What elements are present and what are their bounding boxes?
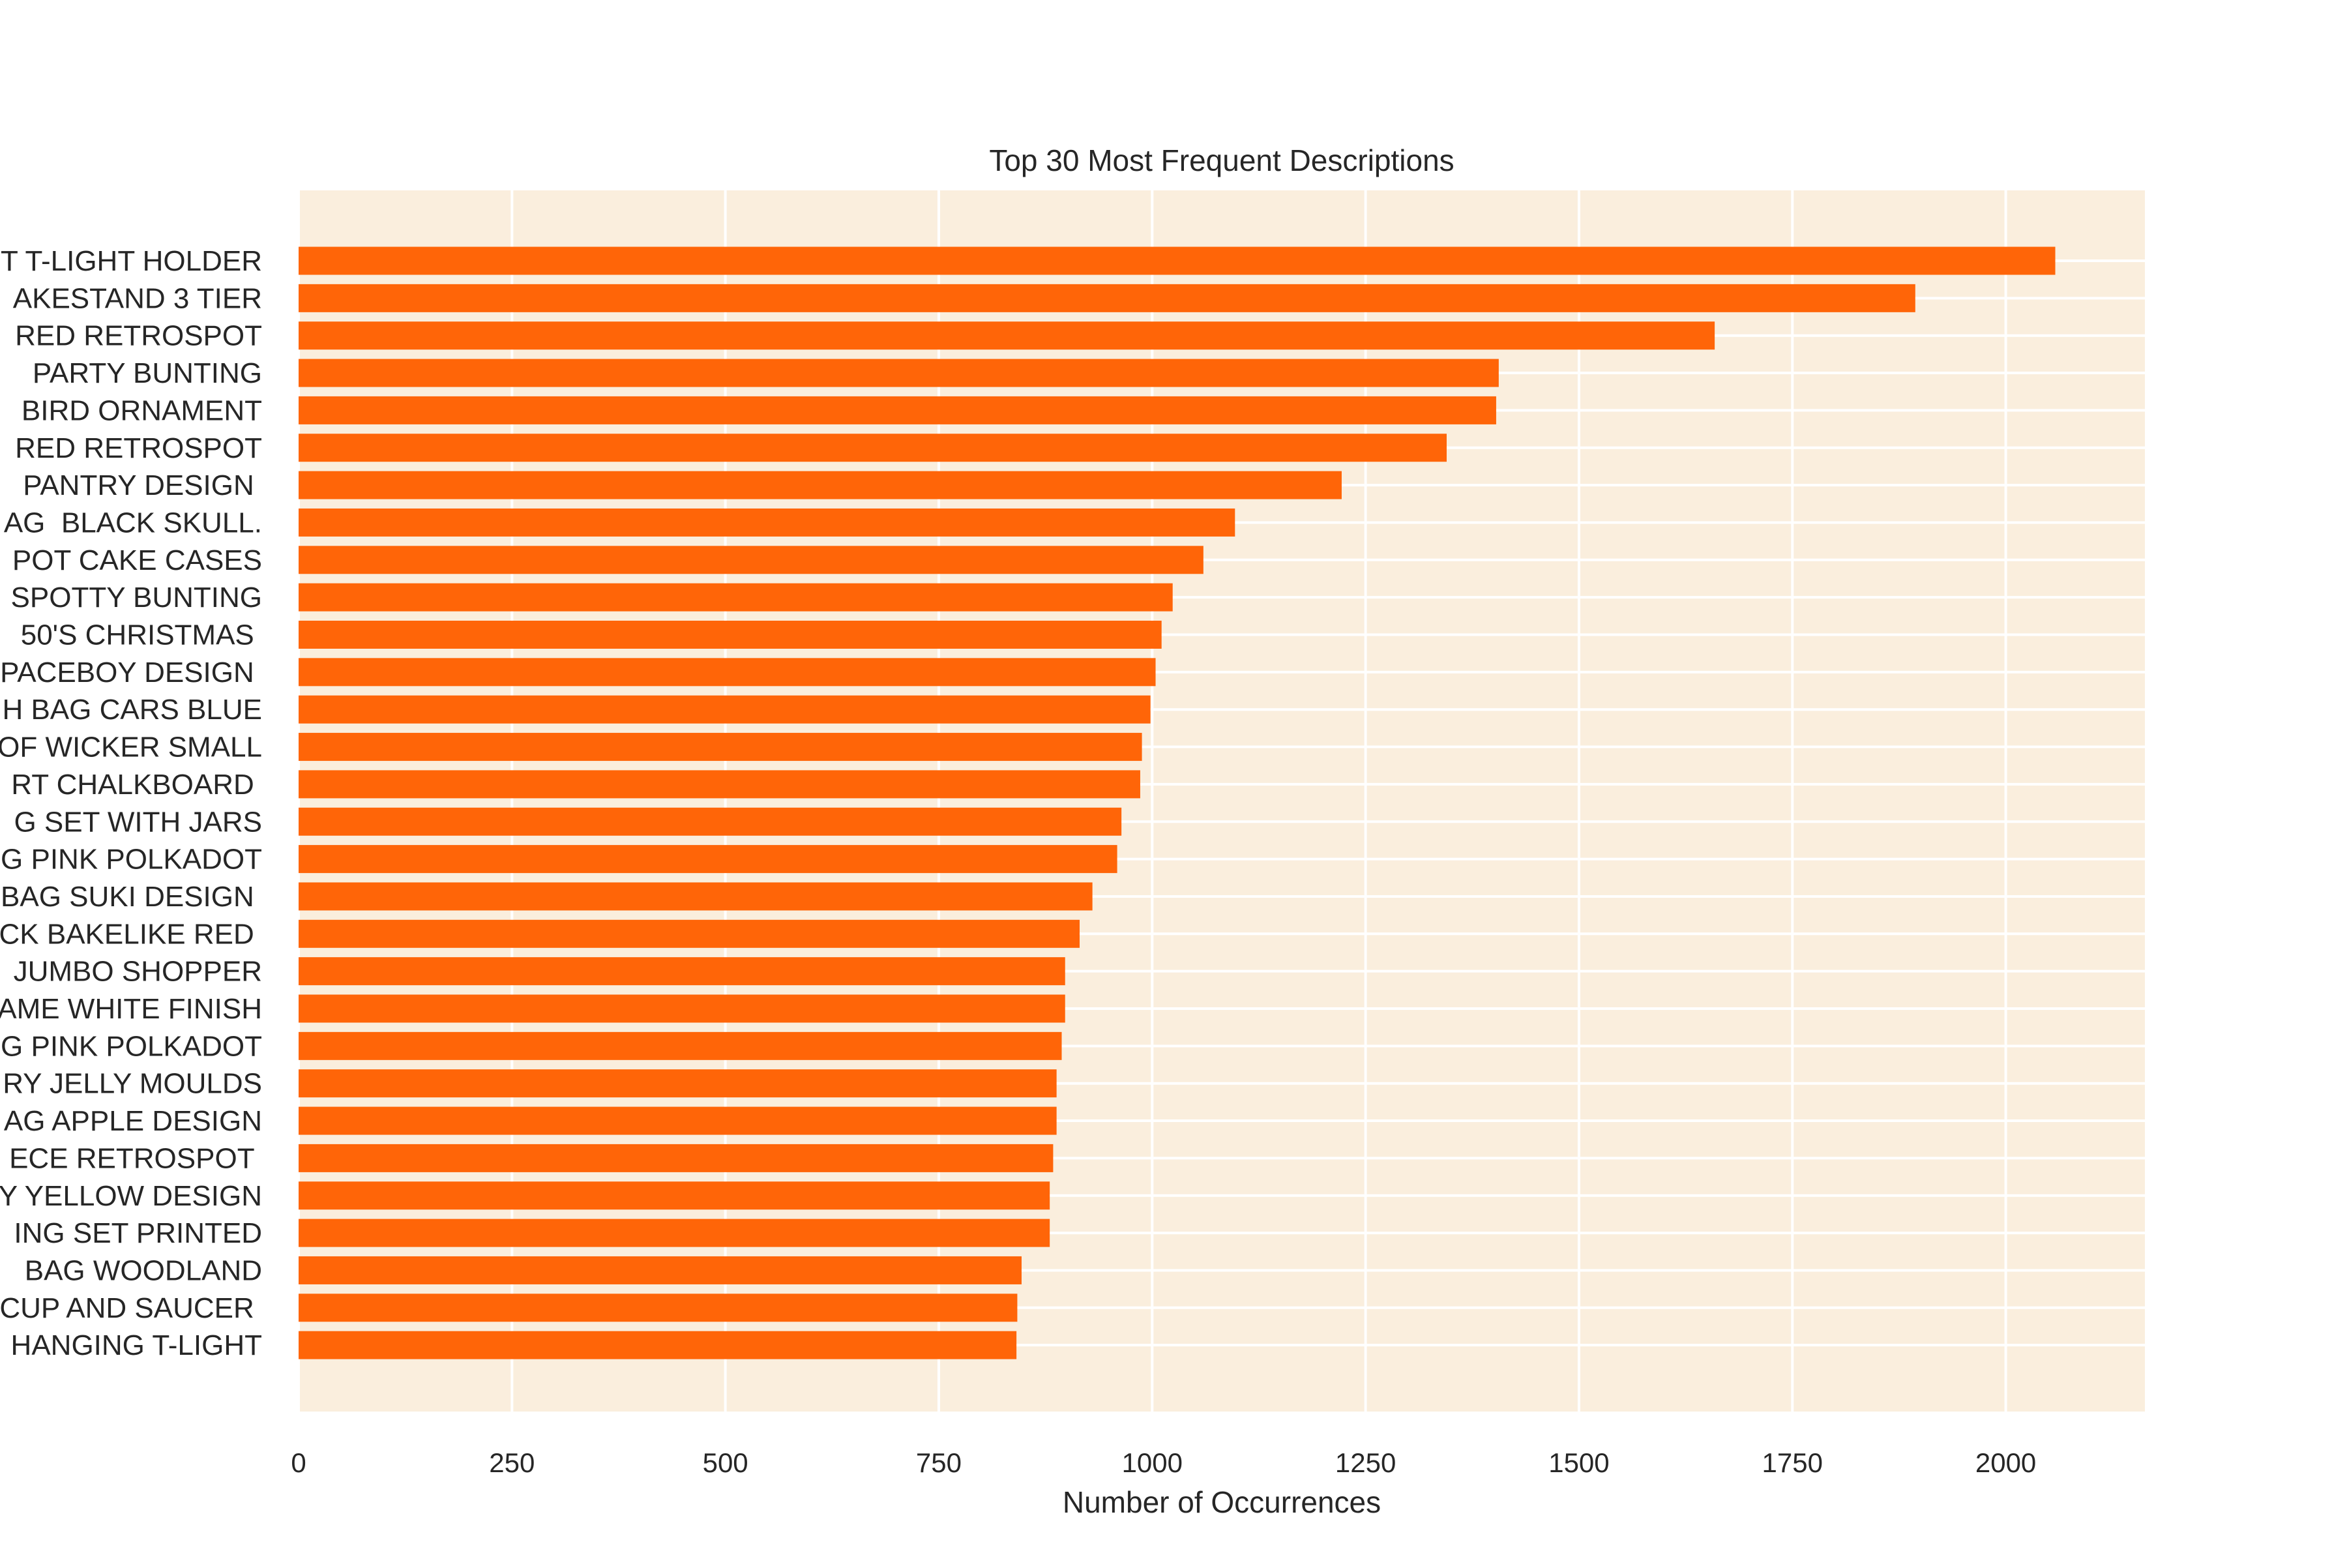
bar <box>299 359 1499 387</box>
y-tick-label: CUP AND SAUCER <box>0 1292 262 1324</box>
chart-title: Top 30 Most Frequent Descriptions <box>989 143 1454 177</box>
bar <box>299 1144 1054 1172</box>
x-tick-label: 2000 <box>1975 1447 2036 1478</box>
bar <box>299 434 1447 462</box>
bar <box>299 807 1122 836</box>
bar <box>299 1219 1050 1247</box>
bar <box>299 1181 1050 1210</box>
bar <box>299 1031 1062 1060</box>
y-tick-label: RED RETROSPOT <box>15 320 262 352</box>
x-tick-label: 750 <box>916 1447 962 1478</box>
bar <box>299 471 1342 499</box>
y-tick-label: CK BAKELIKE RED <box>0 918 262 950</box>
y-tick-label: AG APPLE DESIGN <box>4 1105 262 1137</box>
bar <box>299 882 1093 911</box>
bars <box>299 246 2056 1359</box>
y-tick-label: BAG SUKI DESIGN <box>1 881 262 913</box>
x-tick-label: 250 <box>489 1447 535 1478</box>
x-axis-label: Number of Occurrences <box>1063 1485 1381 1519</box>
bar <box>299 284 1915 312</box>
y-tick-label: BAG WOODLAND <box>17 1254 263 1286</box>
y-tick-label: SPOTTY BUNTING <box>11 582 262 614</box>
y-tick-label: AG BLACK SKULL. <box>4 507 262 539</box>
bar <box>299 1331 1017 1359</box>
y-tick-label: H BAG CARS BLUE <box>2 694 262 726</box>
y-tick-label: AME WHITE FINISH <box>0 993 262 1025</box>
y-tick-label: 50'S CHRISTMAS <box>13 619 263 651</box>
x-tick-label: 500 <box>703 1447 748 1478</box>
x-tick-label: 1500 <box>1548 1447 1609 1478</box>
bar <box>299 1294 1018 1322</box>
y-tick-label: G PINK POLKADOT <box>1 1030 262 1062</box>
bar <box>299 770 1140 799</box>
y-tick-label: BIRD ORNAMENT <box>14 394 262 426</box>
x-tick-label: 1250 <box>1335 1447 1396 1478</box>
bar <box>299 658 1156 687</box>
y-tick-label: HANGING T-LIGHT <box>11 1329 262 1361</box>
y-tick-label: RY JELLY MOULDS <box>3 1068 262 1100</box>
bar <box>299 994 1065 1023</box>
y-tick-labels: T T-LIGHT HOLDER AKESTAND 3 TIER RED RETRO… <box>0 245 262 1361</box>
y-tick-label: Y YELLOW DESIGN <box>0 1180 262 1212</box>
y-tick-label: OF WICKER SMALL <box>0 732 262 763</box>
bar <box>299 508 1235 537</box>
x-tick-label: 1000 <box>1122 1447 1183 1478</box>
y-tick-label: G PINK POLKADOT <box>1 844 262 876</box>
y-tick-label: PACEBOY DESIGN <box>0 657 262 688</box>
bar <box>299 246 2056 275</box>
bar <box>299 583 1173 612</box>
y-tick-label: RT CHALKBOARD <box>11 769 262 801</box>
y-tick-label: ECE RETROSPOT <box>9 1142 262 1174</box>
x-tick-label: 1750 <box>1762 1447 1823 1478</box>
y-tick-label: T T-LIGHT HOLDER <box>1 245 262 277</box>
y-tick-label: AKESTAND 3 TIER <box>13 282 262 314</box>
bar <box>299 957 1065 986</box>
y-tick-label: POT CAKE CASES <box>12 544 262 576</box>
bar <box>299 919 1080 948</box>
bar <box>299 621 1162 649</box>
bar <box>299 1106 1057 1135</box>
y-tick-label: JUMBO SHOPPER <box>14 956 262 988</box>
bar <box>299 733 1142 762</box>
bar <box>299 845 1117 874</box>
bar <box>299 546 1203 574</box>
x-tick-label: 0 <box>291 1447 306 1478</box>
y-tick-label: ING SET PRINTED <box>14 1217 262 1249</box>
y-tick-label: PARTY BUNTING <box>25 357 262 389</box>
bar <box>299 1256 1022 1284</box>
bar <box>299 1069 1057 1098</box>
y-tick-label: RED RETROSPOT <box>15 432 262 464</box>
y-tick-label: PANTRY DESIGN <box>15 469 262 501</box>
bar <box>299 321 1715 350</box>
bar <box>299 396 1496 424</box>
x-tick-labels: 0 250 500 750 1000 1250 1500 1750 2000 <box>291 1447 2036 1478</box>
y-tick-label: G SET WITH JARS <box>14 806 262 838</box>
bar <box>299 695 1151 724</box>
